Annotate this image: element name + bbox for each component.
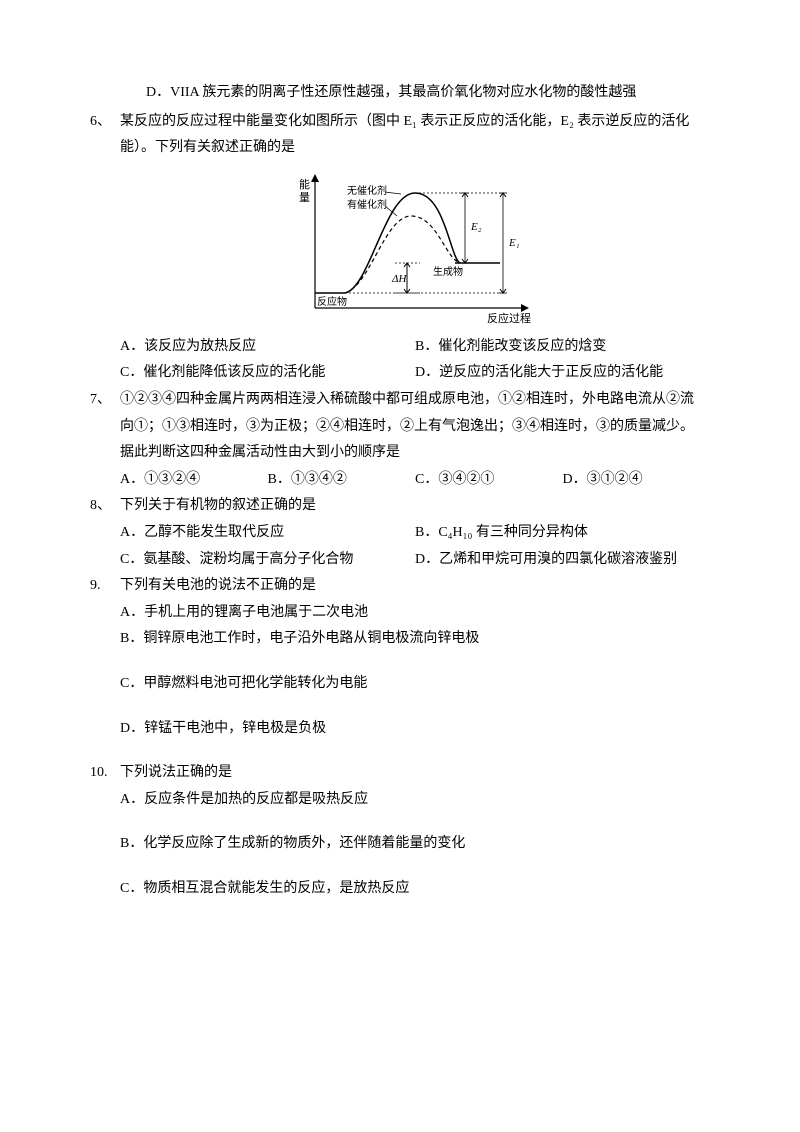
q7-number: 7、	[90, 387, 120, 493]
q6-option-b: B．催化剂能改变该反应的焓变	[415, 334, 710, 361]
q10-number: 10.	[90, 760, 120, 902]
q10-option-c: C．物质相互混合就能发生的反应，是放热反应	[120, 876, 710, 903]
q6-number: 6、	[90, 109, 120, 387]
q9-stem: 下列有关电池的说法不正确的是	[120, 573, 710, 600]
q8-number: 8、	[90, 493, 120, 573]
diagram-deltah-label: ΔH	[391, 273, 407, 285]
q9-number: 9.	[90, 573, 120, 742]
q6-option-d: D．逆反应的活化能大于正反应的活化能	[415, 360, 710, 387]
question-9: 9. 下列有关电池的说法不正确的是 A．手机上用的锂离子电池属于二次电池 B．铜…	[90, 573, 710, 742]
q8-option-c: C．氨基酸、淀粉均属于高分子化合物	[120, 547, 415, 574]
q10-option-b: B．化学反应除了生成新的物质外，还伴随着能量的变化	[120, 831, 710, 858]
svg-text:量: 量	[299, 191, 310, 204]
q7-stem-line2: 向①；①③相连时，③为正极；②④相连时，②上有气泡逸出；③④相连时，③的质量减少…	[120, 414, 710, 441]
diagram-e2-label: E₂	[470, 221, 482, 233]
q9-option-d: D．锌锰干电池中，锌电极是负极	[120, 716, 710, 743]
q6-stem-line1: 某反应的反应过程中能量变化如图所示（图中 E₁ 表示正反应的活化能，E₂ 表示逆…	[120, 109, 710, 136]
q6-option-c: C．催化剂能降低该反应的活化能	[120, 360, 415, 387]
q10-stem: 下列说法正确的是	[120, 760, 710, 787]
diagram-product-label: 生成物	[433, 265, 463, 278]
q8-stem: 下列关于有机物的叙述正确的是	[120, 493, 710, 520]
q6-option-a: A．该反应为放热反应	[120, 334, 415, 361]
q7-option-b: B．①③④②	[268, 467, 416, 494]
q7-stem-line1: ①②③④四种金属片两两相连浸入稀硫酸中都可组成原电池，①②相连时，外电路电流从②…	[120, 387, 710, 414]
question-6: 6、 某反应的反应过程中能量变化如图所示（图中 E₁ 表示正反应的活化能，E₂ …	[90, 109, 710, 387]
q8-option-a: A．乙醇不能发生取代反应	[120, 520, 415, 547]
q8-option-b: B．C₄H₁₀ 有三种同分异构体	[415, 520, 710, 547]
diagram-xlabel: 反应过程	[487, 311, 531, 325]
question-10: 10. 下列说法正确的是 A．反应条件是加热的反应都是吸热反应 B．化学反应除了…	[90, 760, 710, 902]
diagram-reactant-label: 反应物	[317, 295, 347, 308]
q9-option-b: B．铜锌原电池工作时，电子沿外电路从铜电极流向锌电极	[120, 626, 710, 653]
q6-energy-diagram: 能 量 反应物 生成物 无催化剂 有催化剂	[285, 168, 545, 328]
diagram-nocatalyst-label: 无催化剂	[347, 184, 387, 197]
diagram-ylabel: 能	[299, 177, 310, 191]
q6-stem-line2: 能）。下列有关叙述正确的是	[120, 135, 710, 162]
q7-stem-line3: 据此判断这四种金属活动性由大到小的顺序是	[120, 440, 710, 467]
q8-option-d: D．乙烯和甲烷可用溴的四氯化碳溶液鉴别	[415, 547, 710, 574]
q9-option-c: C．甲醇燃料电池可把化学能转化为电能	[120, 671, 710, 698]
diagram-catalyst-label: 有催化剂	[347, 198, 387, 211]
q7-option-a: A．①③②④	[120, 467, 268, 494]
q5-option-d: D．VIIA 族元素的阴离子性还原性越强，其最高价氧化物对应水化物的酸性越强	[90, 80, 710, 107]
q7-option-c: C．③④②①	[415, 467, 563, 494]
q9-option-a: A．手机上用的锂离子电池属于二次电池	[120, 600, 710, 627]
question-8: 8、 下列关于有机物的叙述正确的是 A．乙醇不能发生取代反应 B．C₄H₁₀ 有…	[90, 493, 710, 573]
q7-option-d: D．③①②④	[563, 467, 711, 494]
question-7: 7、 ①②③④四种金属片两两相连浸入稀硫酸中都可组成原电池，①②相连时，外电路电…	[90, 387, 710, 493]
q10-option-a: A．反应条件是加热的反应都是吸热反应	[120, 787, 710, 814]
diagram-e1-label: E₁	[508, 237, 520, 249]
